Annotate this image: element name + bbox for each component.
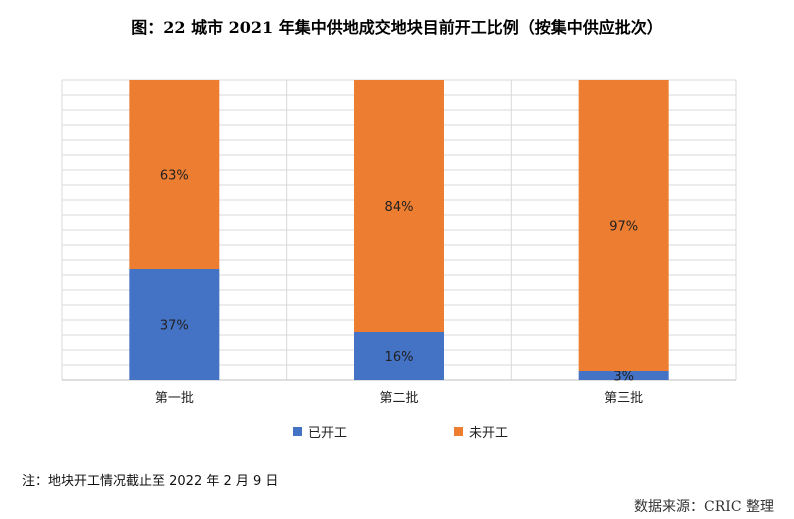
legend-label-started: 已开工 <box>308 426 348 441</box>
bar-started <box>354 332 444 380</box>
chart-title: 图：22 城市 2021 年集中供地成交地块目前开工比例（按集中供应批次） <box>131 18 663 37</box>
bar-started <box>129 269 220 380</box>
stacked-bar-chart: 37% 63% 第一批 16% 84% 第二批 3% 97% 第三批 <box>61 79 737 406</box>
x-tick-label: 第三批 <box>604 391 643 406</box>
x-tick-label: 第一批 <box>155 391 194 406</box>
data-label: 3% <box>613 370 634 385</box>
data-label: 84% <box>385 200 414 215</box>
legend-swatch-not-started <box>454 427 463 436</box>
bar-started <box>578 371 669 380</box>
legend-swatch-started <box>293 427 302 436</box>
legend-item-not-started: 未开工 <box>454 422 508 441</box>
data-label: 16% <box>385 350 414 365</box>
data-label: 97% <box>609 220 638 235</box>
bar-not-started <box>354 80 444 332</box>
data-label: 37% <box>160 319 189 334</box>
x-tick-label: 第二批 <box>379 391 418 406</box>
bar-not-started <box>578 80 669 371</box>
footnote: 注：地块开工情况截止至 2022 年 2 月 9 日 <box>22 474 279 489</box>
data-source: 数据来源：CRIC 整理 <box>634 499 774 515</box>
legend-item-started: 已开工 <box>293 422 347 441</box>
legend-label-not-started: 未开工 <box>469 426 509 441</box>
bar-not-started <box>129 80 220 269</box>
data-label: 63% <box>160 169 189 184</box>
